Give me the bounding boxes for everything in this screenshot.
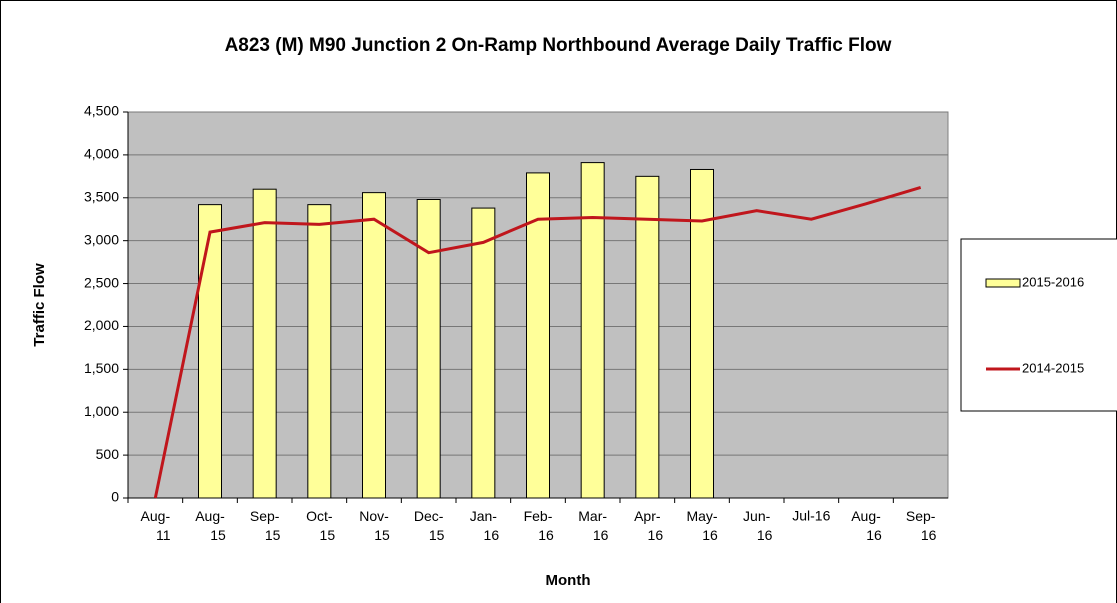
x-tick-label-part: May- — [686, 508, 717, 524]
x-tick-label-part: 11 — [156, 527, 171, 543]
legend-label: 2014-2015 — [1022, 360, 1084, 375]
x-tick-label-part: Sep- — [250, 508, 280, 524]
x-tick-label-part: 16 — [484, 527, 500, 543]
bar — [416, 198, 441, 499]
x-tick-label-part: 15 — [429, 527, 445, 543]
bar — [471, 207, 496, 499]
x-tick-label: Aug- 15 — [195, 508, 226, 543]
x-tick-label-part: Oct- — [306, 508, 333, 524]
x-tick-label-part: Jan- — [470, 508, 498, 524]
y-tick-label: 2,500 — [84, 274, 119, 290]
x-tick-label-part: Aug- — [141, 508, 171, 524]
y-tick-label: 500 — [96, 446, 120, 462]
y-tick-label: 3,500 — [84, 188, 119, 204]
x-tick-label: Sep- 15 — [250, 508, 281, 543]
x-tick-label: Jan- 16 — [470, 508, 500, 543]
x-tick-label: Sep- 16 — [906, 508, 937, 543]
x-tick-label-part: Dec- — [414, 508, 444, 524]
y-tick-label: 3,000 — [84, 231, 119, 247]
x-tick-label-part: 15 — [265, 527, 281, 543]
x-tick-label-part: 15 — [210, 527, 226, 543]
x-axis-title: Month — [546, 572, 591, 589]
x-tick-label: Dec- 15 — [414, 508, 445, 543]
x-tick-label-part: 16 — [648, 527, 664, 543]
x-tick-label-part: Sep- — [906, 508, 936, 524]
x-tick-label: Nov- 15 — [359, 508, 390, 543]
x-tick-label-part: 16 — [757, 527, 773, 543]
x-tick-label-part: 16 — [593, 527, 609, 543]
x-tick-label: Feb- 16 — [524, 508, 554, 543]
x-tick-label-part: 16 — [538, 527, 554, 543]
x-tick-label-part: 16 — [921, 527, 937, 543]
x-tick-label-part: 16 — [866, 527, 882, 543]
x-tick-label: May- 16 — [686, 508, 718, 543]
bar — [690, 168, 714, 499]
x-tick-label-part: Aug- — [851, 508, 881, 524]
line — [153, 186, 922, 499]
x-tick-label-part: 15 — [374, 527, 390, 543]
x-tick-label-part: 16 — [702, 527, 718, 543]
x-tick-label: Apr- 16 — [634, 508, 663, 543]
legend-swatch — [985, 278, 1021, 288]
chart-title: A823 (M) M90 Junction 2 On-Ramp Northbou… — [225, 35, 892, 56]
x-tick-label: Aug- 11 — [141, 508, 171, 543]
x-tick-label-part: Apr- — [634, 508, 661, 524]
x-tick-label: Oct- 15 — [306, 508, 335, 543]
x-tick-label: Jun- 16 — [743, 508, 773, 543]
x-tick-label-part: Aug- — [195, 508, 225, 524]
y-tick-label: 1,500 — [84, 360, 119, 376]
x-tick-label: Jul-16 — [792, 508, 830, 524]
x-tick-label-part: Mar- — [578, 508, 607, 524]
legend-label: 2015-2016 — [1022, 274, 1084, 289]
bar — [362, 192, 386, 499]
x-tick-label-part: Nov- — [359, 508, 389, 524]
legend — [960, 238, 1117, 412]
y-tick-label: 4,000 — [84, 146, 119, 162]
y-tick-label: 4,500 — [84, 103, 119, 119]
bar — [580, 162, 605, 499]
y-tick-label: 2,000 — [84, 317, 119, 333]
bar — [198, 204, 222, 499]
x-tick-label: Mar- 16 — [578, 508, 608, 543]
x-tick-label: Aug- 16 — [851, 508, 882, 543]
y-tick-label: 1,000 — [84, 403, 119, 419]
bar — [307, 204, 332, 499]
bar — [526, 172, 550, 499]
y-axis-title: Traffic Flow — [31, 263, 48, 347]
x-tick-label-part: Feb- — [524, 508, 553, 524]
bar — [252, 188, 277, 499]
x-tick-label-part: 15 — [320, 527, 336, 543]
x-tick-label-part: Jun- — [743, 508, 771, 524]
y-tick-label: 0 — [111, 489, 119, 505]
bar — [635, 175, 660, 499]
